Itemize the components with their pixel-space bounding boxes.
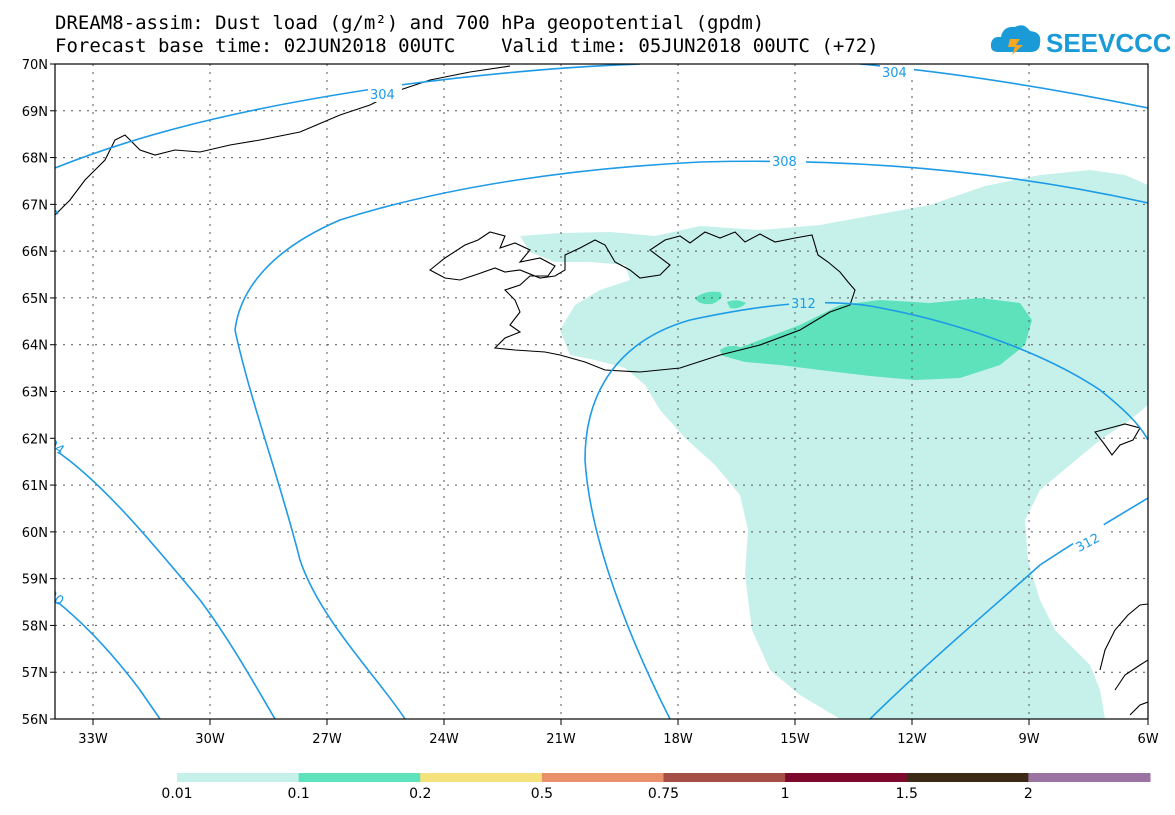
colorbar-segment	[1028, 773, 1151, 782]
contour-label: 312	[791, 297, 816, 312]
map-title: DREAM8-assim: Dust load (g/m²) and 700 h…	[55, 12, 765, 34]
colorbar-label: 1	[780, 786, 790, 802]
contour-line-312	[584, 301, 1148, 719]
colorbar-label: 2	[1023, 786, 1033, 802]
lon-label: 18W	[663, 732, 693, 747]
lon-label: 6W	[1137, 732, 1158, 747]
colorbar-label: 0.5	[530, 786, 553, 802]
contour-line-304-sw	[55, 449, 276, 719]
contour-label: 304	[38, 432, 67, 459]
lat-label: 63N	[22, 386, 48, 401]
lat-label: 60N	[22, 526, 48, 541]
colorbar-segment	[663, 773, 786, 782]
lat-label: 62N	[22, 432, 48, 447]
colorbar-segment	[420, 773, 543, 782]
cloud-icon	[990, 25, 1041, 55]
colorbar-segment	[906, 773, 1029, 782]
contour-line-312-south	[869, 497, 1148, 719]
lat-label: 66N	[22, 245, 48, 260]
lat-label: 59N	[22, 573, 48, 588]
lat-label: 56N	[22, 713, 48, 728]
contour-label: 304	[882, 66, 907, 81]
contour-line-308-south	[234, 329, 406, 719]
colorbar-label: 0.01	[161, 786, 193, 802]
contour-line-304	[55, 64, 641, 169]
dust-patch	[720, 345, 742, 356]
colorbar-label: 0.75	[647, 786, 680, 802]
colorbar-segment	[541, 773, 664, 782]
contour-label: 308	[772, 155, 797, 170]
lat-label: 57N	[22, 666, 48, 681]
lon-label: 27W	[312, 732, 342, 747]
lat-label: 64N	[22, 339, 48, 354]
graticule	[55, 64, 1148, 719]
forecast-times: Forecast base time: 02JUN2018 00UTC Vali…	[55, 35, 879, 57]
colorbar-segment	[298, 773, 421, 782]
colorbar	[177, 773, 1151, 782]
geopotential-contours	[55, 64, 1148, 719]
colorbar-label: 0.1	[287, 786, 310, 802]
lat-label: 67N	[22, 198, 48, 213]
lat-label: 69N	[22, 105, 48, 120]
colorbar-segment	[177, 773, 300, 782]
contour-label: 304	[370, 88, 395, 103]
lat-label: 70N	[22, 58, 48, 73]
lon-label: 15W	[780, 732, 810, 747]
lat-label: 61N	[22, 479, 48, 494]
lon-label: 24W	[429, 732, 459, 747]
lon-label: 12W	[897, 732, 927, 747]
lat-label: 58N	[22, 619, 48, 634]
contour-label: 300	[37, 583, 66, 610]
dust-area-medium	[720, 298, 1032, 380]
lat-label: 68N	[22, 152, 48, 167]
lat-label: 65N	[22, 292, 48, 307]
lon-label: 9W	[1018, 732, 1039, 747]
lon-label: 30W	[195, 732, 225, 747]
seevccc-logo: SEEVCCC	[990, 18, 1172, 60]
colorbar-label: 1.5	[895, 786, 918, 802]
lon-label: 21W	[546, 732, 576, 747]
dust-patch	[695, 291, 722, 305]
logo-text: SEEVCCC	[1046, 28, 1170, 58]
lon-label: 33W	[78, 732, 108, 747]
colorbar-label: 0.2	[409, 786, 432, 802]
contour-line-300	[55, 599, 161, 719]
dust-patch	[727, 300, 746, 309]
colorbar-segment	[785, 773, 908, 782]
dust-area-light	[520, 170, 1148, 719]
